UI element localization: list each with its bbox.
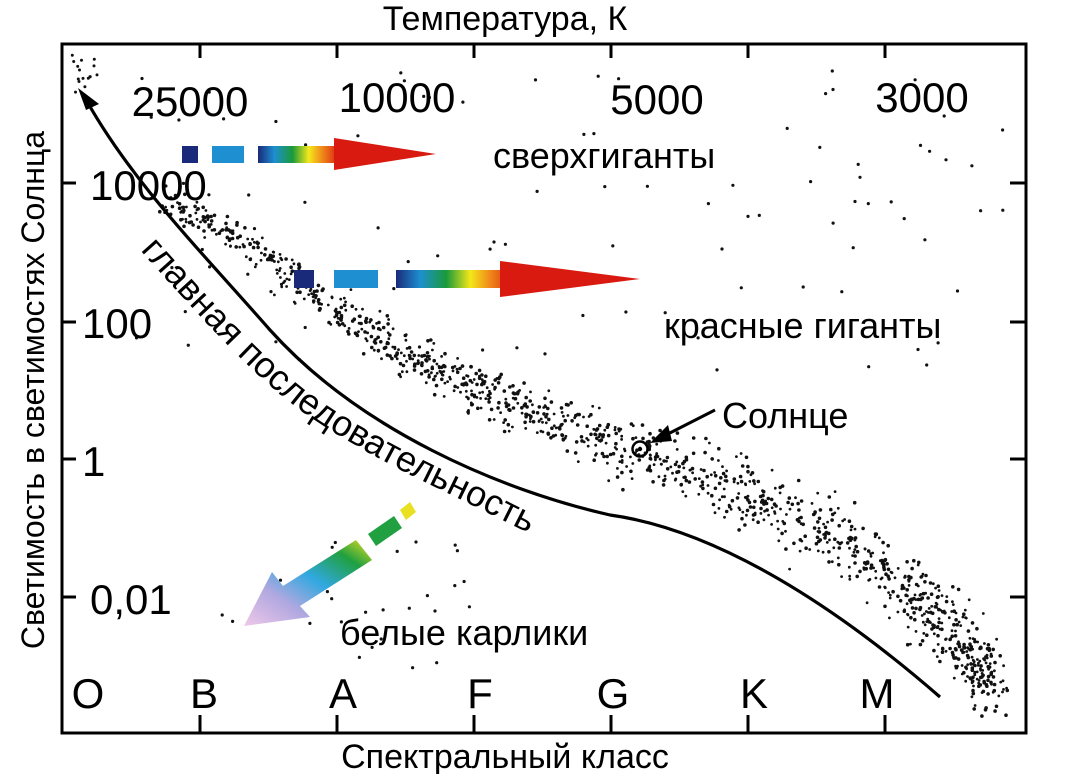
temperature-axis-title: Температура, К (383, 0, 628, 38)
temperature-tick: 5000 (610, 76, 703, 123)
spectral-class-axis-title: Спектральный класс (341, 738, 669, 774)
top-ticks (198, 44, 887, 58)
main-sequence-curve (82, 95, 942, 699)
spectral-class-label: O (72, 670, 105, 717)
luminosity-axis-title: Светимость в светимостях Солнца (15, 131, 51, 649)
sun-marker (631, 440, 649, 458)
spectral-class-label: M (860, 670, 895, 717)
luminosity-tick: 0,01 (90, 576, 172, 623)
bottom-ticks (198, 715, 887, 733)
luminosity-tick: 100 (82, 300, 152, 347)
red-giants-label: красные гиганты (664, 305, 941, 346)
plot-frame (60, 42, 1028, 735)
spectral-class-label: B (190, 670, 218, 717)
white-dwarfs-label: белые карлики (340, 612, 588, 653)
right-ticks (1010, 181, 1026, 599)
spectral-class-label: K (740, 670, 768, 717)
sun-pointer-arrow (650, 408, 716, 443)
supergiants-arrow (182, 138, 436, 170)
supergiants-label: сверхгиганты (493, 135, 715, 176)
sun-label: Солнце (722, 395, 848, 436)
left-ticks (62, 181, 76, 599)
spectral-class-label: G (597, 670, 630, 717)
spectral-class-label: A (329, 670, 357, 717)
temperature-tick: 3000 (875, 74, 968, 121)
luminosity-tick: 1 (82, 438, 105, 485)
luminosity-tick: 10000 (90, 162, 207, 209)
temperature-tick: 25000 (132, 78, 249, 125)
temperature-tick: 10000 (339, 74, 456, 121)
white-dwarfs-arrow (244, 502, 416, 626)
main-sequence-arrowhead (78, 88, 99, 110)
red-giants-arrow (294, 261, 640, 297)
spectral-class-label: F (467, 670, 493, 717)
